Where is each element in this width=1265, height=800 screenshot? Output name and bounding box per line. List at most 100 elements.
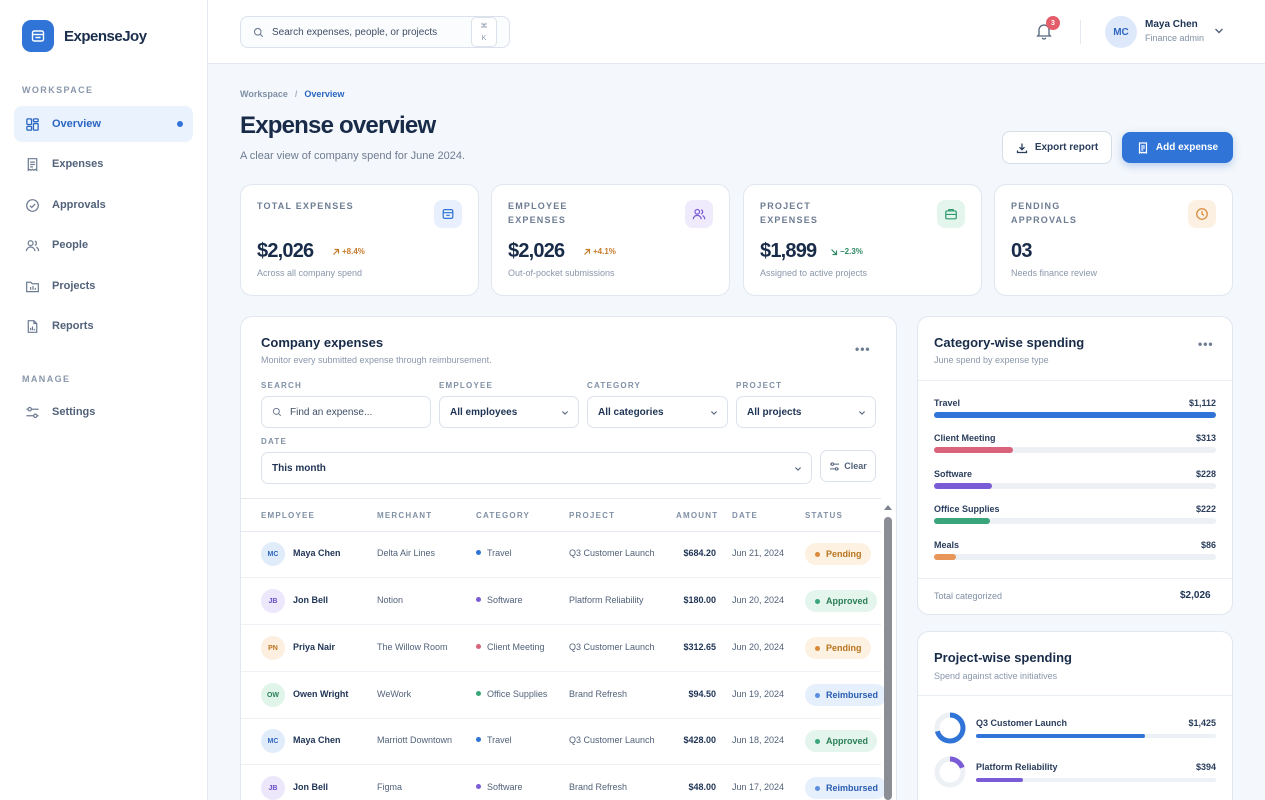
clear-filters-button[interactable]: Clear	[820, 450, 876, 482]
stat-label: EMPLOYEE EXPENSES	[508, 201, 568, 225]
breadcrumb-workspace[interactable]: Workspace	[240, 89, 288, 99]
sidebar-item-people[interactable]: People	[14, 227, 193, 263]
expenses-table-header: EMPLOYEE MERCHANT CATEGORY PROJECT AMOUN…	[241, 498, 881, 532]
table-row[interactable]: JB Jon Bell Notion Software Platform Reliabi…	[241, 578, 881, 625]
table-row[interactable]: OW Owen Wright WeWork Office Supplies Brand …	[241, 672, 888, 719]
scrollbar-thumb[interactable]	[884, 517, 892, 800]
page-title: Expense overview	[240, 112, 436, 139]
category-bar	[934, 447, 1013, 453]
sidebar-item-label: Projects	[52, 280, 96, 292]
chevron-down-icon	[858, 410, 866, 416]
category-cell: Office Supplies	[476, 689, 547, 699]
chevron-down-icon	[561, 410, 569, 416]
category-select[interactable]: All categories	[587, 396, 728, 428]
export-report-button[interactable]: Export report	[1002, 131, 1112, 164]
status-badge: Pending	[805, 637, 871, 659]
stat-value: 03	[1011, 240, 1032, 262]
stat-card-pending-approvals: PENDING APPROVALS 03 Needs finance revie…	[994, 184, 1233, 296]
avatar: MC	[261, 542, 285, 566]
column-header-amount[interactable]: AMOUNT	[676, 511, 719, 520]
category-name: Client Meeting	[934, 433, 996, 443]
amount-value: $428.00	[683, 735, 716, 745]
sidebar: ExpenseJoy WORKSPACE Overview Expenses A…	[0, 0, 208, 800]
category-bar-track	[934, 483, 1216, 489]
project-donut	[934, 712, 966, 744]
manage-section-label: MANAGE	[22, 374, 71, 384]
merchant-name: Marriott Downtown	[377, 735, 453, 745]
expense-search-input[interactable]: Find an expense...	[261, 396, 431, 428]
total-categorized-value: $2,026	[1180, 590, 1211, 601]
stat-card-employee-expenses: EMPLOYEE EXPENSES $2,026 +4.1% Out-of-po…	[491, 184, 730, 296]
company-expenses-title: Company expenses	[261, 335, 384, 350]
sidebar-item-approvals[interactable]: Approvals	[14, 187, 193, 223]
project-amount: $394	[1195, 762, 1216, 772]
stat-card-total-expenses: TOTAL EXPENSES $2,026 +8.4% Across all c…	[240, 184, 479, 296]
user-avatar[interactable]: MC	[1105, 16, 1137, 48]
chevron-down-icon[interactable]	[1214, 27, 1224, 35]
filter-label-project: PROJECT	[736, 381, 783, 390]
more-options-icon[interactable]: •••	[855, 342, 871, 356]
column-header-status[interactable]: STATUS	[805, 511, 844, 520]
amount-value: $312.65	[683, 642, 716, 652]
search-placeholder: Search expenses, people, or projects	[272, 26, 438, 38]
column-header-project[interactable]: PROJECT	[569, 511, 616, 520]
sidebar-item-reports[interactable]: Reports	[14, 308, 193, 344]
table-row[interactable]: JB Jon Bell Figma Software Brand Refresh $48.…	[241, 765, 888, 800]
employee-name: Maya Chen	[293, 735, 341, 745]
workspace-section-label: WORKSPACE	[22, 85, 94, 95]
sidebar-item-settings[interactable]: Settings	[14, 394, 193, 430]
column-header-merchant[interactable]: MERCHANT	[377, 511, 433, 520]
sidebar-item-label: People	[52, 239, 89, 251]
category-bar	[934, 554, 956, 560]
category-dot	[476, 784, 481, 789]
add-expense-button[interactable]: Add expense	[1122, 132, 1233, 163]
date-select[interactable]: This month	[261, 452, 812, 484]
topbar: Search expenses, people, or projects ⌘ K …	[208, 0, 1265, 64]
sidebar-item-projects[interactable]: Projects	[14, 268, 193, 304]
employee-select[interactable]: All employees	[439, 396, 579, 428]
app-logo[interactable]: ExpenseJoy	[22, 20, 147, 52]
sidebar-item-label: Settings	[52, 406, 96, 418]
column-header-date[interactable]: DATE	[732, 511, 758, 520]
sidebar-item-label: Reports	[52, 320, 94, 332]
category-amount: $313	[1195, 433, 1216, 443]
table-row[interactable]: PN Priya Nair The Willow Room Client Meetin…	[241, 625, 881, 672]
table-row[interactable]: MC Maya Chen Delta Air Lines Travel Q3 Custo…	[241, 531, 881, 578]
expense-date: Jun 17, 2024	[732, 782, 785, 792]
stat-note: Needs finance review	[1011, 268, 1098, 278]
filter-label-employee: EMPLOYEE	[439, 381, 494, 390]
category-cell: Software	[476, 782, 523, 792]
app-name: ExpenseJoy	[64, 27, 147, 45]
column-header-category[interactable]: CATEGORY	[476, 511, 531, 520]
category-name: Meals	[934, 540, 960, 550]
scroll-up-arrow-icon[interactable]	[884, 505, 892, 510]
expense-date: Jun 21, 2024	[732, 548, 785, 558]
project-name: Brand Refresh	[569, 689, 628, 699]
category-spending-card	[917, 316, 1233, 615]
table-row[interactable]: MC Maya Chen Marriott Downtown Travel Q3 Cus…	[241, 718, 881, 765]
avatar: OW	[261, 683, 285, 707]
more-options-icon[interactable]: •••	[1198, 337, 1214, 351]
global-search-input[interactable]: Search expenses, people, or projects ⌘ K	[240, 16, 510, 48]
users-icon	[685, 200, 713, 228]
stat-delta-down: −2.3%	[830, 247, 863, 256]
total-categorized-label: Total categorized	[934, 591, 1003, 601]
sidebar-item-expenses[interactable]: Expenses	[14, 146, 193, 182]
column-header-employee[interactable]: EMPLOYEE	[261, 511, 316, 520]
project-select[interactable]: All projects	[736, 396, 876, 428]
search-icon	[272, 407, 290, 417]
project-row: Q3 Customer Launch $1,425	[934, 712, 1216, 746]
sidebar-item-overview[interactable]: Overview	[14, 106, 193, 142]
project-name: Q3 Customer Launch	[569, 642, 655, 652]
stat-value: $2,026	[257, 240, 314, 262]
stat-note: Out-of-pocket submissions	[508, 268, 615, 278]
category-bar	[934, 483, 992, 489]
avatar: JB	[261, 589, 285, 613]
category-name: Travel	[934, 398, 961, 408]
category-dot	[476, 737, 481, 742]
category-cell: Travel	[476, 735, 512, 745]
sidebar-item-label: Approvals	[52, 199, 106, 211]
project-name: Platform Reliability	[569, 595, 644, 605]
expense-date: Jun 20, 2024	[732, 595, 785, 605]
user-role: Finance admin	[1145, 33, 1205, 43]
